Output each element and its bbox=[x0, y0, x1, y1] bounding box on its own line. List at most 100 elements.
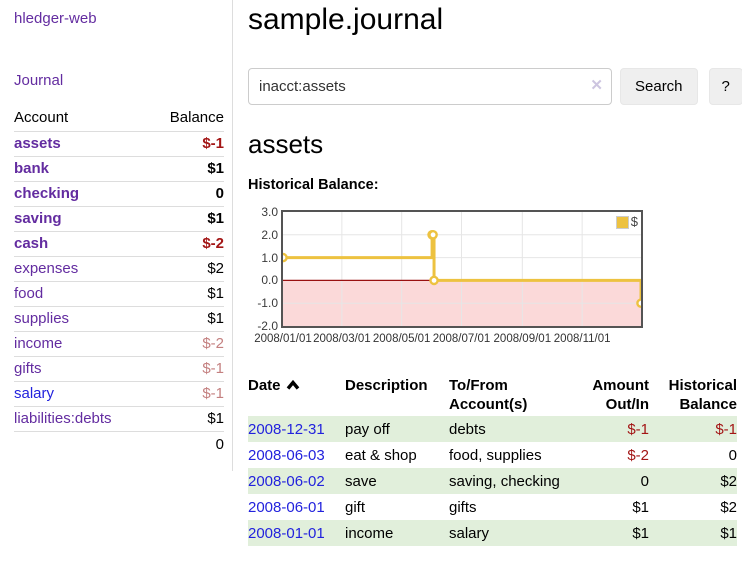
account-row-saving: saving $1 bbox=[14, 206, 224, 232]
account-balance-checking: 0 bbox=[148, 181, 224, 207]
account-link-liabilities-debts[interactable]: liabilities:debts bbox=[14, 410, 112, 427]
register-header-date[interactable]: Date bbox=[248, 374, 345, 416]
sidebar: hledger-web Journal Account Balance asse… bbox=[0, 0, 233, 471]
account-row-liabilities-debts: liabilities:debts $1 bbox=[14, 406, 224, 432]
account-balance-assets: $-1 bbox=[148, 131, 224, 157]
search-input[interactable] bbox=[248, 68, 612, 105]
accounts-header-balance: Balance bbox=[148, 106, 224, 132]
x-tick-label: 2008/03/01 bbox=[313, 333, 371, 345]
transaction-amount: $1 bbox=[632, 525, 649, 542]
account-link-income[interactable]: income bbox=[14, 335, 63, 352]
chart-plot-area[interactable]: $ bbox=[281, 210, 643, 328]
register-row[interactable]: 2008-12-31 pay off debts $-1 $-1 bbox=[248, 416, 737, 442]
account-link-cash[interactable]: cash bbox=[14, 235, 49, 252]
transaction-accounts: gifts bbox=[449, 499, 477, 516]
account-link-supplies[interactable]: supplies bbox=[14, 310, 70, 327]
account-link-assets[interactable]: assets bbox=[14, 135, 61, 152]
transaction-balance: $2 bbox=[720, 473, 737, 490]
register-header-date-label: Date bbox=[248, 377, 281, 394]
account-row-salary: salary $-1 bbox=[14, 381, 224, 407]
transaction-date-link[interactable]: 2008-06-01 bbox=[248, 499, 325, 516]
transaction-balance: $2 bbox=[720, 499, 737, 516]
chart-x-axis: 2008/01/01 2008/03/01 2008/05/01 2008/07/01… bbox=[254, 332, 641, 347]
account-link-gifts[interactable]: gifts bbox=[14, 360, 42, 377]
transaction-amount: $-1 bbox=[627, 421, 649, 438]
y-tick-label: 0.0 bbox=[261, 273, 278, 288]
legend-label: $ bbox=[630, 214, 638, 229]
page-title: sample.journal bbox=[248, 3, 444, 36]
accounts-table: Account Balance assets $-1 bank $1 check… bbox=[14, 106, 224, 457]
account-balance-bank: $1 bbox=[148, 156, 224, 182]
transaction-accounts: food, supplies bbox=[449, 447, 542, 464]
x-tick-label: 2008/05/01 bbox=[372, 333, 431, 345]
register-header-amount: Amount Out/In bbox=[592, 377, 649, 413]
x-tick-label: 2008/09/01 bbox=[493, 333, 552, 345]
account-balance-expenses: $2 bbox=[148, 256, 224, 282]
transaction-description: eat & shop bbox=[345, 447, 417, 464]
sidebar-item-journal[interactable]: Journal bbox=[14, 72, 64, 89]
clear-search-icon[interactable]: ✕ bbox=[590, 77, 603, 94]
transaction-date-link[interactable]: 2008-06-03 bbox=[248, 447, 325, 464]
transaction-balance: $-1 bbox=[715, 421, 737, 438]
register-row[interactable]: 2008-06-02 save saving, checking 0 $2 bbox=[248, 468, 737, 494]
register-header-balance: Historical Balance bbox=[668, 377, 737, 413]
account-balance-gifts: $-1 bbox=[148, 356, 224, 382]
main-content: sample.journal ✕ Search ? assets Histori… bbox=[233, 0, 742, 546]
chart-y-axis: 3.0 2.0 1.0 0.0 -1.0 -2.0 bbox=[248, 205, 278, 333]
account-balance-income: $-2 bbox=[148, 331, 224, 357]
search-row: ✕ Search ? bbox=[248, 68, 742, 105]
account-link-salary[interactable]: salary bbox=[14, 385, 55, 402]
transaction-description: income bbox=[345, 525, 394, 542]
account-link-expenses[interactable]: expenses bbox=[14, 260, 79, 277]
help-button[interactable]: ? bbox=[708, 68, 742, 105]
y-tick-label: 1.0 bbox=[261, 250, 278, 265]
account-row-food: food $1 bbox=[14, 281, 224, 307]
sort-ascending-icon bbox=[286, 378, 300, 395]
register-row[interactable]: 2008-06-01 gift gifts $1 $2 bbox=[248, 494, 737, 520]
account-balance-food: $1 bbox=[148, 281, 224, 307]
transaction-accounts: saving, checking bbox=[449, 473, 560, 490]
transaction-amount: 0 bbox=[640, 473, 649, 490]
transaction-description: save bbox=[345, 473, 377, 490]
account-link-food[interactable]: food bbox=[14, 285, 44, 302]
app-title-link[interactable]: hledger-web bbox=[14, 10, 97, 27]
register-row[interactable]: 2008-06-03 eat & shop food, supplies $-2… bbox=[248, 442, 737, 468]
register-header-description: Description bbox=[345, 377, 428, 394]
account-link-checking[interactable]: checking bbox=[14, 185, 80, 202]
account-balance-supplies: $1 bbox=[148, 306, 224, 332]
accounts-header-account: Account bbox=[14, 106, 149, 132]
transaction-date-link[interactable]: 2008-01-01 bbox=[248, 525, 325, 542]
transaction-accounts: debts bbox=[449, 421, 486, 438]
historical-balance-chart: 3.0 2.0 1.0 0.0 -1.0 -2.0 $ 2008/01/01 2008/03… bbox=[248, 205, 648, 352]
register-table: Date Description To/From Account(s) Amou… bbox=[248, 374, 737, 546]
transaction-description: pay off bbox=[345, 421, 390, 438]
transaction-description: gift bbox=[345, 499, 366, 516]
search-button[interactable]: Search bbox=[620, 68, 698, 105]
account-row-assets: assets $-1 bbox=[14, 131, 224, 157]
transaction-date-link[interactable]: 2008-06-02 bbox=[248, 473, 325, 490]
account-row-checking: checking 0 bbox=[14, 181, 224, 207]
account-link-saving[interactable]: saving bbox=[14, 210, 62, 227]
transaction-balance: 0 bbox=[728, 447, 737, 464]
account-balance-saving: $1 bbox=[148, 206, 224, 232]
y-tick-label: -1.0 bbox=[257, 296, 278, 311]
register-row[interactable]: 2008-01-01 income salary $1 $1 bbox=[248, 520, 737, 546]
legend-color-swatch-icon bbox=[615, 215, 629, 229]
account-balance-cash: $-2 bbox=[148, 231, 224, 257]
account-row-gifts: gifts $-1 bbox=[14, 356, 224, 382]
account-row-supplies: supplies $1 bbox=[14, 306, 224, 332]
account-link-bank[interactable]: bank bbox=[14, 160, 50, 177]
x-tick-label: 2008/01/01 bbox=[254, 333, 312, 345]
transaction-balance: $1 bbox=[720, 525, 737, 542]
register-header-row: Date Description To/From Account(s) Amou… bbox=[248, 374, 737, 416]
transaction-date-link[interactable]: 2008-12-31 bbox=[248, 421, 325, 438]
x-tick-label: 2008/11/01 bbox=[553, 333, 611, 345]
register-header-accounts: To/From Account(s) bbox=[449, 377, 528, 413]
transaction-amount: $1 bbox=[632, 499, 649, 516]
account-balance-salary: $-1 bbox=[148, 381, 224, 407]
y-tick-label: 3.0 bbox=[261, 205, 278, 219]
app-window: hledger-web Journal Account Balance asse… bbox=[0, 0, 742, 546]
account-balance-liabilities-debts: $1 bbox=[148, 406, 224, 432]
account-row-cash: cash $-2 bbox=[14, 231, 224, 257]
account-row-bank: bank $1 bbox=[14, 156, 224, 182]
